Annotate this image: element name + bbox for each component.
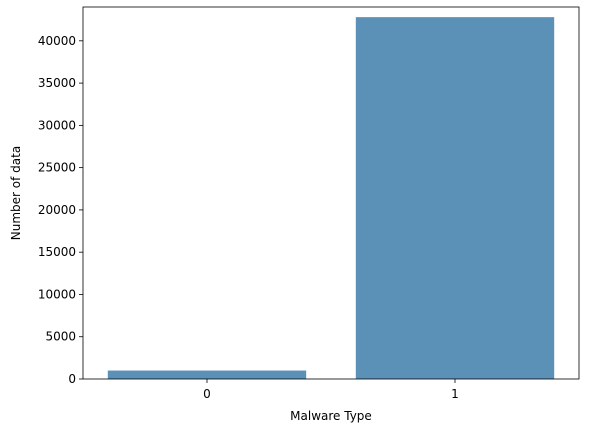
bar-0 xyxy=(107,370,307,379)
y-tick-label: 30000 xyxy=(38,118,76,132)
y-tick-label: 0 xyxy=(68,372,76,386)
y-axis-label: Number of data xyxy=(9,146,23,240)
x-tick-label: 0 xyxy=(203,387,211,401)
y-axis-ticks: 0 5000 10000 15000 20000 25000 30000 35000 40000 xyxy=(38,34,83,386)
y-tick-label: 5000 xyxy=(45,330,76,344)
y-tick-label: 10000 xyxy=(38,287,76,301)
x-axis-label: Malware Type xyxy=(290,409,372,423)
x-tick-label: 1 xyxy=(451,387,459,401)
y-tick-label: 15000 xyxy=(38,245,76,259)
plot-frame xyxy=(82,6,580,380)
y-tick-label: 35000 xyxy=(38,76,76,90)
y-tick-label: 40000 xyxy=(38,34,76,48)
y-tick-label: 25000 xyxy=(38,161,76,175)
bar-1 xyxy=(355,17,555,380)
y-tick-label: 20000 xyxy=(38,203,76,217)
bars-group xyxy=(107,17,555,380)
